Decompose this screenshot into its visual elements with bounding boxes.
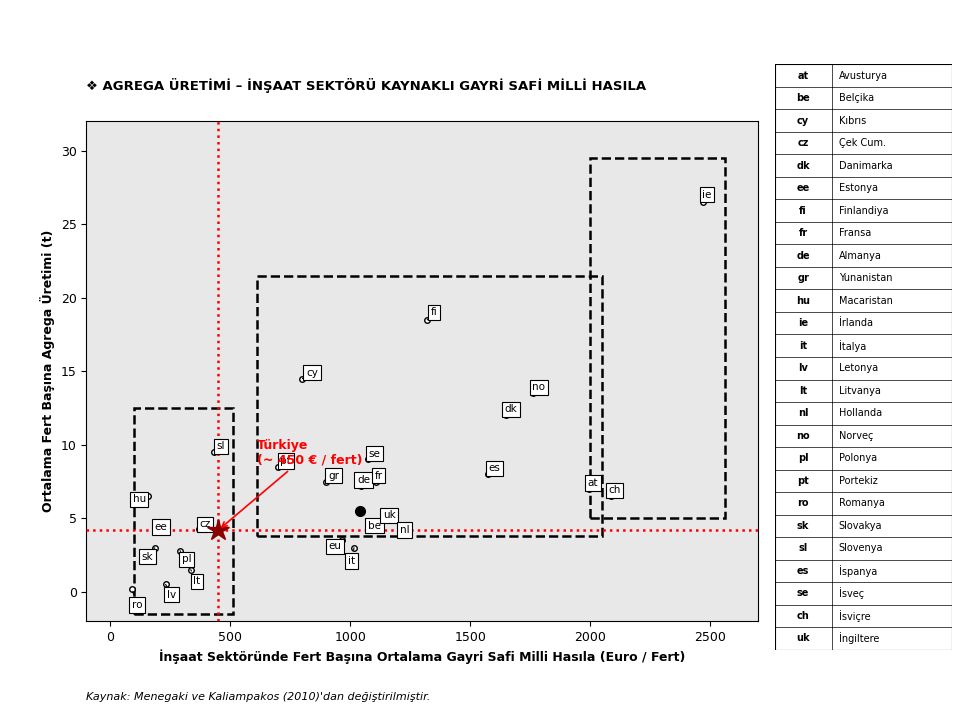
Text: fr: fr <box>374 471 383 481</box>
Text: Litvanya: Litvanya <box>839 386 880 396</box>
Text: Portekiz: Portekiz <box>839 476 877 486</box>
Text: ie: ie <box>798 318 808 328</box>
Text: lv: lv <box>165 585 177 600</box>
Text: Kaynak: Menegaki ve Kaliampakos (2010)'dan değiştirilmiştir.: Kaynak: Menegaki ve Kaliampakos (2010)'d… <box>86 692 431 702</box>
Y-axis label: Ortalama Fert Başına Agrega Üretimi (t): Ortalama Fert Başına Agrega Üretimi (t) <box>40 230 56 513</box>
Text: uk: uk <box>797 633 810 643</box>
Text: be: be <box>796 93 810 103</box>
Text: lt: lt <box>799 386 807 396</box>
Text: Avusturya: Avusturya <box>839 71 888 81</box>
Text: dk: dk <box>505 405 517 415</box>
Text: İrlanda: İrlanda <box>839 318 873 328</box>
Text: Polonya: Polonya <box>839 453 876 463</box>
Text: ie: ie <box>702 190 711 200</box>
Text: Yunanistan: Yunanistan <box>839 273 892 283</box>
Text: İngiltere: İngiltere <box>839 633 879 645</box>
Text: se: se <box>797 588 809 598</box>
Text: pt: pt <box>797 476 809 486</box>
Text: eu: eu <box>328 541 342 551</box>
Text: cz: cz <box>798 138 809 148</box>
Text: fr: fr <box>799 228 807 238</box>
Text: cy: cy <box>797 116 809 126</box>
Text: be: be <box>368 521 381 531</box>
Text: Belçika: Belçika <box>839 93 874 103</box>
Text: pl: pl <box>180 550 192 565</box>
Text: sk: sk <box>797 521 809 531</box>
Text: Kıbrıs: Kıbrıs <box>839 116 866 126</box>
Text: at: at <box>798 71 808 81</box>
Text: hu: hu <box>132 494 146 504</box>
Text: sl: sl <box>216 441 225 451</box>
Text: Türkiye
(~ 450 € / fert): Türkiye (~ 450 € / fert) <box>222 439 362 527</box>
Text: ee: ee <box>155 522 167 532</box>
Text: ee: ee <box>797 183 810 193</box>
Text: Norveç: Norveç <box>839 431 873 441</box>
Text: no: no <box>532 383 545 393</box>
Text: Romanya: Romanya <box>839 498 884 508</box>
X-axis label: İnşaat Sektöründe Fert Başına Ortalama Gayri Safi Milli Hasıla (Euro / Fert): İnşaat Sektöründe Fert Başına Ortalama G… <box>159 650 685 664</box>
Text: nl: nl <box>798 408 808 418</box>
Text: ch: ch <box>609 486 620 496</box>
Text: fi: fi <box>800 206 807 216</box>
Text: de: de <box>797 251 810 261</box>
Text: cz: cz <box>200 519 211 529</box>
Text: İtalya: İtalya <box>839 340 866 352</box>
Text: ro: ro <box>798 498 809 508</box>
Text: hu: hu <box>796 296 810 306</box>
Text: cy: cy <box>302 368 318 378</box>
Text: pt: pt <box>280 456 291 466</box>
Text: es: es <box>797 566 809 576</box>
Text: Finlandiya: Finlandiya <box>839 206 888 216</box>
Text: ch: ch <box>797 611 809 621</box>
Text: Fransa: Fransa <box>839 228 871 238</box>
Text: Danimarka: Danimarka <box>839 161 892 171</box>
Text: dk: dk <box>797 161 810 171</box>
Text: Letonya: Letonya <box>839 363 877 373</box>
Bar <box>590 158 725 518</box>
Bar <box>134 408 232 614</box>
Text: lv: lv <box>798 363 808 373</box>
Text: no: no <box>797 431 810 441</box>
Text: İspanya: İspanya <box>839 565 876 577</box>
Text: es: es <box>489 463 500 473</box>
Text: fi: fi <box>427 308 438 320</box>
Text: Estonya: Estonya <box>839 183 877 193</box>
Text: at: at <box>588 478 598 488</box>
Text: ❖ AGREGA ÜRETİMİ – İNŞAAT SEKTÖRÜ KAYNAKLI GAYRİ SAFİ MİLLİ HASILA: ❖ AGREGA ÜRETİMİ – İNŞAAT SEKTÖRÜ KAYNAK… <box>86 78 646 93</box>
Bar <box>257 276 603 536</box>
Text: Slovenya: Slovenya <box>839 543 883 553</box>
Text: se: se <box>369 448 380 458</box>
Text: Macaristan: Macaristan <box>839 296 893 306</box>
Text: sk: sk <box>142 548 155 561</box>
Text: Almanya: Almanya <box>839 251 881 261</box>
Text: it: it <box>348 548 355 566</box>
Text: Çek Cum.: Çek Cum. <box>839 138 886 148</box>
Text: İsveç: İsveç <box>839 588 864 599</box>
Text: ro: ro <box>132 591 142 610</box>
Text: sl: sl <box>799 543 807 553</box>
Text: uk: uk <box>383 511 396 521</box>
Text: gr: gr <box>328 471 339 481</box>
Text: de: de <box>357 475 371 485</box>
Text: pl: pl <box>798 453 808 463</box>
Text: nl: nl <box>399 525 409 535</box>
Text: İsviçre: İsviçre <box>839 610 871 622</box>
Text: Hollanda: Hollanda <box>839 408 882 418</box>
Text: lt: lt <box>191 570 201 586</box>
Text: it: it <box>799 341 807 351</box>
Text: Slovakya: Slovakya <box>839 521 882 531</box>
Text: gr: gr <box>797 273 809 283</box>
